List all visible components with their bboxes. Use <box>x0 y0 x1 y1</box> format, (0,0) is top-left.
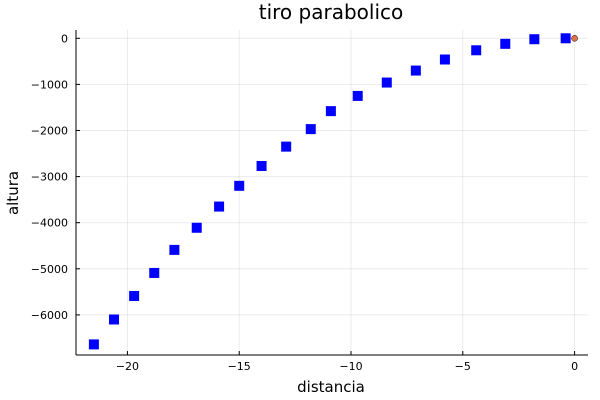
data-point <box>234 180 245 191</box>
data-points <box>88 33 578 350</box>
y-tick-label: −6000 <box>31 309 68 322</box>
data-point <box>191 222 202 233</box>
y-tick-label: −2000 <box>31 124 68 137</box>
data-point <box>281 141 292 152</box>
data-point <box>149 267 160 278</box>
data-point <box>109 314 120 325</box>
axes <box>75 30 588 356</box>
ticks: −20 −15 −10 −5 0 0 −1000 −2000 −3000 −4000 −5000 −6… <box>31 32 578 373</box>
data-point <box>352 90 363 101</box>
data-point <box>439 54 450 65</box>
x-tick-label: −15 <box>228 360 251 373</box>
data-point <box>410 65 421 76</box>
y-tick-label: 0 <box>61 32 68 45</box>
data-point <box>305 124 316 135</box>
data-point <box>325 106 336 117</box>
y-tick-label: −4000 <box>31 217 68 230</box>
data-point <box>560 33 571 44</box>
data-point <box>500 38 511 49</box>
x-tick-label: −20 <box>116 360 139 373</box>
chart-title: tiro parabolico <box>259 0 403 24</box>
y-tick-label: −3000 <box>31 171 68 184</box>
data-point <box>256 160 267 171</box>
x-axis-label: distancia <box>297 378 365 396</box>
x-tick-label: 0 <box>571 360 578 373</box>
data-point <box>529 34 540 45</box>
data-point <box>381 77 392 88</box>
y-tick-label: −5000 <box>31 263 68 276</box>
x-tick-label: −5 <box>455 360 471 373</box>
data-point <box>471 45 482 56</box>
y-tick-label: −1000 <box>31 78 68 91</box>
data-point <box>214 201 225 212</box>
y-axis-label: altura <box>4 171 22 215</box>
x-tick-label: −10 <box>339 360 362 373</box>
data-point <box>169 244 180 255</box>
grid <box>76 30 588 355</box>
data-point <box>571 35 578 42</box>
data-point <box>88 339 99 350</box>
data-point <box>129 290 140 301</box>
